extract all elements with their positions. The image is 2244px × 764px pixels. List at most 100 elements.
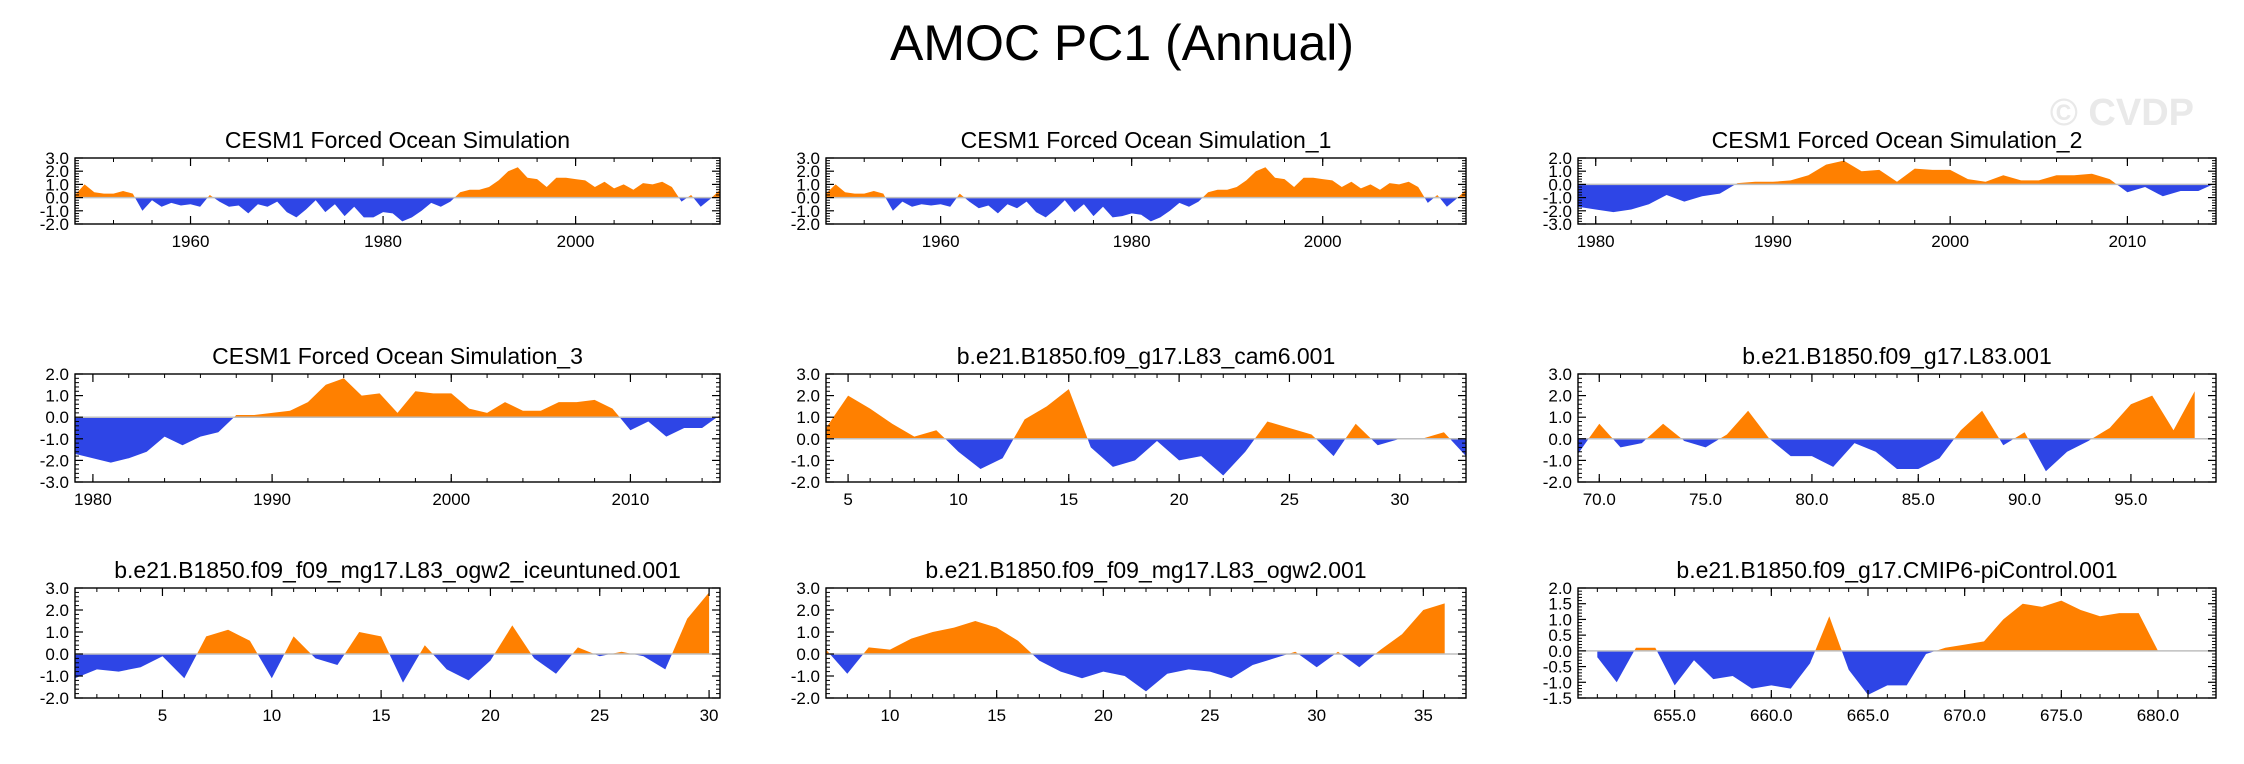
negative-area-4: [1087, 438, 1255, 476]
y-tick-label: 1.0: [1548, 408, 1572, 427]
x-tick-label: 655.0: [1653, 706, 1696, 725]
y-tick-label: 2.0: [45, 162, 69, 181]
positive-area-2: [234, 378, 620, 418]
positive-area-9: [1375, 603, 1445, 654]
x-tick-label: 15: [987, 706, 1006, 725]
cvdp-watermark: © CVDP: [2049, 92, 2194, 134]
negative-area-9: [1999, 438, 2014, 446]
y-tick-label: 1.0: [796, 175, 820, 194]
negative-area-4: [213, 197, 455, 222]
negative-area-3: [1612, 438, 1647, 448]
positive-area-9: [1457, 189, 1466, 198]
positive-area-1: [826, 395, 946, 439]
y-tick-label: 3.0: [45, 149, 69, 168]
negative-area-1: [75, 654, 197, 679]
y-tick-label: 3.0: [796, 579, 820, 598]
y-tick-label: 2.0: [45, 601, 69, 620]
negative-area-6: [678, 197, 688, 202]
x-tick-label: 85.0: [1902, 490, 1935, 509]
negative-area-3: [619, 417, 717, 437]
y-tick-label: 2.0: [796, 387, 820, 406]
negative-area-8: [1439, 197, 1458, 207]
negative-area-6: [1424, 197, 1435, 203]
y-tick-label: 0.5: [1548, 626, 1572, 645]
y-tick-label: -2.0: [1543, 473, 1572, 492]
positive-area-5: [1202, 167, 1425, 198]
y-tick-label: -2.0: [40, 215, 69, 234]
plot-frame: [74, 587, 721, 699]
negative-area-7: [1769, 438, 1955, 469]
positive-area-9: [1399, 432, 1450, 439]
y-tick-label: -1.0: [791, 451, 820, 470]
negative-area-5: [1841, 650, 1936, 695]
positive-area-6: [1935, 600, 2158, 651]
x-tick-label: 1980: [74, 490, 112, 509]
plot-frame: [825, 373, 1467, 483]
x-tick-label: 10: [881, 706, 900, 725]
x-tick-label: 1990: [1754, 232, 1792, 251]
positive-area-2: [1588, 423, 1613, 439]
y-tick-label: -2.0: [791, 689, 820, 708]
x-tick-label: 1980: [364, 232, 402, 251]
y-tick-label: 2.0: [796, 601, 820, 620]
y-tick-label: 0.0: [45, 189, 69, 208]
x-tick-label: 665.0: [1847, 706, 1890, 725]
y-tick-label: 2.0: [1548, 149, 1572, 168]
positive-area-10: [2014, 432, 2029, 439]
y-tick-label: -1.0: [40, 667, 69, 686]
positive-area-1: [826, 184, 886, 198]
y-tick-label: 0.0: [45, 645, 69, 664]
x-tick-label: 25: [1201, 706, 1220, 725]
y-tick-label: 1.0: [796, 408, 820, 427]
negative-area-3: [1656, 650, 1816, 689]
panel-title-b-e21-b1850-f09-g17-l83-cam6-001: b.e21.B1850.f09_g17.L83_cam6.001: [957, 343, 1336, 369]
x-tick-label: 75.0: [1689, 490, 1722, 509]
positive-area-2: [1634, 647, 1657, 651]
panel-title-cesm1-forced-ocean-simulation-1: CESM1 Forced Ocean Simulation_1: [961, 127, 1332, 153]
y-tick-label: 0.0: [1548, 430, 1572, 449]
positive-area-1: [826, 649, 830, 654]
negative-area-1: [1578, 184, 1736, 213]
y-tick-label: -2.0: [791, 473, 820, 492]
y-tick-label: -1.0: [791, 667, 820, 686]
chart-panel-1: -2.0-1.00.01.02.03.0 1960 1980 2000 CESM1 Fo…: [40, 127, 721, 251]
positive-area-3: [863, 621, 1033, 654]
y-tick-label: 0.0: [796, 645, 820, 664]
plot-frame: [1577, 157, 2217, 225]
negative-area-5: [311, 654, 345, 665]
y-tick-label: -2.0: [1543, 202, 1572, 221]
positive-area-10: [494, 625, 532, 654]
negative-area-6: [1315, 438, 1346, 457]
positive-area-9: [711, 189, 720, 198]
x-tick-label: 35: [1414, 706, 1433, 725]
x-tick-label: 25: [1280, 490, 1299, 509]
y-tick-label: -1.0: [791, 202, 820, 221]
positive-area-2: [197, 629, 258, 654]
y-tick-label: -2.0: [40, 451, 69, 470]
x-tick-label: 20: [481, 706, 500, 725]
negative-area-8: [1341, 654, 1376, 668]
x-tick-label: 2000: [1931, 232, 1969, 251]
y-tick-label: 0.0: [1548, 642, 1572, 661]
negative-area-6: [1298, 654, 1335, 668]
positive-area-6: [1719, 410, 1770, 439]
x-tick-label: 1990: [253, 490, 291, 509]
negative-area-5: [1681, 438, 1720, 448]
y-tick-label: 0.0: [796, 189, 820, 208]
negative-area-8: [693, 197, 712, 207]
negative-area-10: [1449, 438, 1466, 457]
chart-panel-2: -2.0-1.00.01.02.03.0 1960 1980 2000 CESM1 Fo…: [791, 127, 1467, 251]
plot-frame: [825, 157, 1467, 225]
x-tick-label: 675.0: [2040, 706, 2083, 725]
y-tick-label: 1.0: [796, 623, 820, 642]
y-tick-label: 1.0: [1548, 610, 1572, 629]
negative-area-1: [1597, 650, 1635, 683]
plot-frame: [74, 373, 721, 483]
chart-panel-6: -2.0 -1.0 0.0 1.0 2.0 3.0 70.0 75.0 80.0 85.0 90.0…: [1543, 343, 2217, 509]
x-tick-label: 2010: [2108, 232, 2146, 251]
positive-area-12: [572, 647, 595, 654]
x-tick-label: 2000: [1304, 232, 1342, 251]
x-tick-label: 15: [372, 706, 391, 725]
y-tick-label: -2.0: [40, 689, 69, 708]
plot-frame: [1577, 587, 2217, 699]
